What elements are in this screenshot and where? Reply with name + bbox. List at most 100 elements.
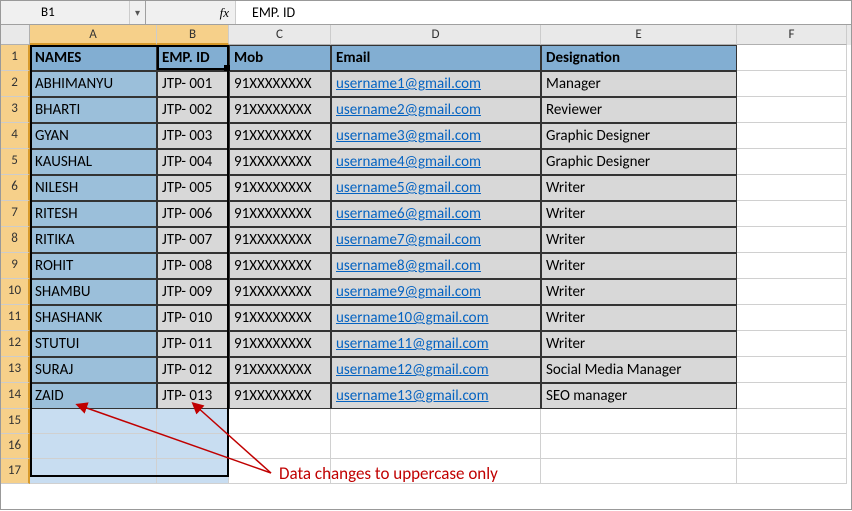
cell-B1[interactable]: EMP. ID: [157, 45, 229, 71]
cell-E17[interactable]: [541, 459, 737, 484]
row-header-11[interactable]: 11: [1, 305, 30, 331]
cell-A14[interactable]: ZAID: [30, 383, 157, 409]
select-all-corner[interactable]: [1, 25, 30, 45]
cell-E15[interactable]: [541, 409, 737, 434]
cell-F6[interactable]: [737, 175, 847, 201]
cell-F7[interactable]: [737, 201, 847, 227]
row-header-10[interactable]: 10: [1, 279, 30, 305]
cell-C13[interactable]: 91XXXXXXXX: [229, 357, 331, 383]
cell-D13[interactable]: username12@gmail.com: [331, 357, 541, 383]
cell-F12[interactable]: [737, 331, 847, 357]
cell-B16[interactable]: [157, 434, 229, 459]
row-header-8[interactable]: 8: [1, 227, 30, 253]
row-header-17[interactable]: 17: [1, 459, 30, 484]
cell-A15[interactable]: [30, 409, 157, 434]
cell-D10[interactable]: username9@gmail.com: [331, 279, 541, 305]
cell-F13[interactable]: [737, 357, 847, 383]
cell-B11[interactable]: JTP- 010: [157, 305, 229, 331]
cell-C6[interactable]: 91XXXXXXXX: [229, 175, 331, 201]
cell-D6[interactable]: username5@gmail.com: [331, 175, 541, 201]
cell-C5[interactable]: 91XXXXXXXX: [229, 149, 331, 175]
cell-D11[interactable]: username10@gmail.com: [331, 305, 541, 331]
col-header-A[interactable]: A: [30, 25, 157, 45]
cell-C8[interactable]: 91XXXXXXXX: [229, 227, 331, 253]
cell-E4[interactable]: Graphic Designer: [541, 123, 737, 149]
cell-A2[interactable]: ABHIMANYU: [30, 71, 157, 97]
col-header-B[interactable]: B: [157, 25, 229, 45]
cell-D7[interactable]: username6@gmail.com: [331, 201, 541, 227]
cell-A7[interactable]: RITESH: [30, 201, 157, 227]
row-header-1[interactable]: 1: [1, 45, 30, 71]
cell-B10[interactable]: JTP- 009: [157, 279, 229, 305]
row-header-9[interactable]: 9: [1, 253, 30, 279]
cell-E14[interactable]: SEO manager: [541, 383, 737, 409]
spreadsheet-grid[interactable]: ABCDEF1NAMESEMP. IDMobEmailDesignation2A…: [1, 25, 851, 484]
row-header-12[interactable]: 12: [1, 331, 30, 357]
cell-A8[interactable]: RITIKA: [30, 227, 157, 253]
cell-D5[interactable]: username4@gmail.com: [331, 149, 541, 175]
col-header-C[interactable]: C: [229, 25, 331, 45]
row-header-13[interactable]: 13: [1, 357, 30, 383]
cell-C1[interactable]: Mob: [229, 45, 331, 71]
cell-E3[interactable]: Reviewer: [541, 97, 737, 123]
cell-E9[interactable]: Writer: [541, 253, 737, 279]
cell-D9[interactable]: username8@gmail.com: [331, 253, 541, 279]
cell-B7[interactable]: JTP- 006: [157, 201, 229, 227]
cell-F16[interactable]: [737, 434, 847, 459]
cell-B9[interactable]: JTP- 008: [157, 253, 229, 279]
col-header-E[interactable]: E: [541, 25, 737, 45]
cell-A12[interactable]: STUTUI: [30, 331, 157, 357]
row-header-15[interactable]: 15: [1, 409, 30, 434]
cell-D2[interactable]: username1@gmail.com: [331, 71, 541, 97]
cell-E7[interactable]: Writer: [541, 201, 737, 227]
formula-input[interactable]: EMP. ID: [236, 1, 851, 24]
cell-C3[interactable]: 91XXXXXXXX: [229, 97, 331, 123]
row-header-4[interactable]: 4: [1, 123, 30, 149]
cell-E12[interactable]: Writer: [541, 331, 737, 357]
cell-A13[interactable]: SURAJ: [30, 357, 157, 383]
row-header-3[interactable]: 3: [1, 97, 30, 123]
cell-B12[interactable]: JTP- 011: [157, 331, 229, 357]
cell-D14[interactable]: username13@gmail.com: [331, 383, 541, 409]
name-box[interactable]: B1: [37, 5, 129, 20]
cell-A9[interactable]: ROHIT: [30, 253, 157, 279]
cell-D17[interactable]: [331, 459, 541, 484]
cell-F1[interactable]: [737, 45, 847, 71]
cell-A3[interactable]: BHARTI: [30, 97, 157, 123]
cell-C17[interactable]: [229, 459, 331, 484]
cell-E11[interactable]: Writer: [541, 305, 737, 331]
cell-E13[interactable]: Social Media Manager: [541, 357, 737, 383]
cell-A11[interactable]: SHASHANK: [30, 305, 157, 331]
cell-F8[interactable]: [737, 227, 847, 253]
cell-D12[interactable]: username11@gmail.com: [331, 331, 541, 357]
name-box-dropdown-icon[interactable]: ▾: [129, 1, 145, 24]
cell-F3[interactable]: [737, 97, 847, 123]
cell-B17[interactable]: [157, 459, 229, 484]
cell-E6[interactable]: Writer: [541, 175, 737, 201]
row-header-5[interactable]: 5: [1, 149, 30, 175]
cell-C14[interactable]: 91XXXXXXXX: [229, 383, 331, 409]
cell-A4[interactable]: GYAN: [30, 123, 157, 149]
cell-D16[interactable]: [331, 434, 541, 459]
cell-D8[interactable]: username7@gmail.com: [331, 227, 541, 253]
cell-B8[interactable]: JTP- 007: [157, 227, 229, 253]
cell-B6[interactable]: JTP- 005: [157, 175, 229, 201]
cell-F17[interactable]: [737, 459, 847, 484]
cell-C7[interactable]: 91XXXXXXXX: [229, 201, 331, 227]
cell-B13[interactable]: JTP- 012: [157, 357, 229, 383]
cell-B2[interactable]: JTP- 001: [157, 71, 229, 97]
cell-C2[interactable]: 91XXXXXXXX: [229, 71, 331, 97]
cell-F5[interactable]: [737, 149, 847, 175]
cell-F15[interactable]: [737, 409, 847, 434]
cell-B5[interactable]: JTP- 004: [157, 149, 229, 175]
cell-A6[interactable]: NILESH: [30, 175, 157, 201]
cell-D15[interactable]: [331, 409, 541, 434]
cell-D1[interactable]: Email: [331, 45, 541, 71]
cell-F9[interactable]: [737, 253, 847, 279]
row-header-2[interactable]: 2: [1, 71, 30, 97]
row-header-16[interactable]: 16: [1, 434, 30, 459]
cell-D3[interactable]: username2@gmail.com: [331, 97, 541, 123]
cell-E10[interactable]: Writer: [541, 279, 737, 305]
cell-C16[interactable]: [229, 434, 331, 459]
cell-E1[interactable]: Designation: [541, 45, 737, 71]
